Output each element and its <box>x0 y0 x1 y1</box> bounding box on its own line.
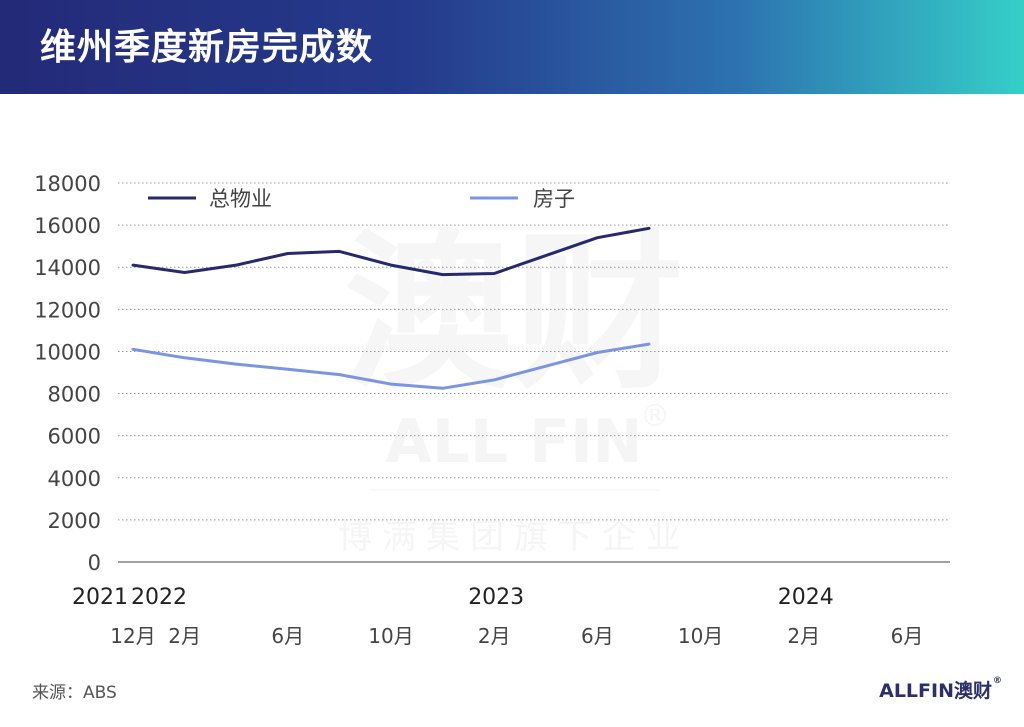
series-line-houses <box>131 342 651 390</box>
legend: 总物业 房子 <box>148 187 575 211</box>
x-axis-year-ticks: 2021 2022 2023 2024 <box>72 585 834 610</box>
header-banner: 维州季度新房完成数 <box>0 0 1024 94</box>
x-month-label-3: 10月 <box>368 624 413 648</box>
y-tick-label-2000: 2000 <box>48 509 101 533</box>
watermark-tagline: 博满集团旗下企业 <box>338 517 690 557</box>
series-line-total <box>131 226 651 277</box>
y-tick-label-10000: 10000 <box>34 340 101 364</box>
y-tick-label-4000: 4000 <box>48 467 101 491</box>
y-tick-label-12000: 12000 <box>34 298 101 322</box>
x-month-label-1: 2月 <box>168 624 201 648</box>
x-month-label-6: 10月 <box>678 624 723 648</box>
x-year-label-2024: 2024 <box>778 585 834 610</box>
x-month-label-7: 2月 <box>787 624 820 648</box>
line-chart: 澳财 ALL FIN ® 博满集团旗下企业 0 2000 4000 6000 8000 1… <box>34 172 950 648</box>
y-tick-label-14000: 14000 <box>34 256 101 280</box>
y-axis-ticks: 0 2000 4000 6000 8000 10000 12000 14000 16000 180… <box>34 172 101 575</box>
watermark-registered-mark: ® <box>640 399 670 434</box>
page-title: 维州季度新房完成数 <box>40 27 374 68</box>
y-tick-label-8000: 8000 <box>48 383 101 407</box>
legend-label-houses: 房子 <box>533 187 575 211</box>
source-note: 来源：ABS <box>32 683 117 703</box>
brand-logo: ALLFIN澳财 ® <box>879 676 1002 703</box>
x-axis-month-ticks: 12月 2月 6月 10月 2月 6月 10月 2月 6月 <box>110 624 923 648</box>
x-month-label-5: 6月 <box>581 624 614 648</box>
series-lines <box>131 226 651 390</box>
watermark-sub-text: ALL FIN <box>385 407 642 477</box>
x-year-label-2022: 2022 <box>131 585 187 610</box>
x-year-label-2023: 2023 <box>468 585 524 610</box>
y-tick-label-0: 0 <box>88 551 101 575</box>
x-month-label-2: 6月 <box>271 624 304 648</box>
y-tick-label-6000: 6000 <box>48 425 101 449</box>
y-tick-label-16000: 16000 <box>34 214 101 238</box>
x-year-label-2021: 2021 <box>72 585 128 610</box>
watermark-main-text: 澳财 <box>344 215 684 413</box>
y-tick-label-18000: 18000 <box>34 172 101 196</box>
watermark: 澳财 ALL FIN ® 博满集团旗下企业 <box>338 215 690 557</box>
legend-label-total: 总物业 <box>209 187 272 211</box>
x-month-label-4: 2月 <box>478 624 511 648</box>
brand-logo-text: ALLFIN澳财 <box>879 680 992 702</box>
grid-lines <box>118 182 950 521</box>
brand-logo-mark: ® <box>993 676 1002 686</box>
x-month-label-0: 12月 <box>110 624 155 648</box>
x-month-label-8: 6月 <box>891 624 924 648</box>
